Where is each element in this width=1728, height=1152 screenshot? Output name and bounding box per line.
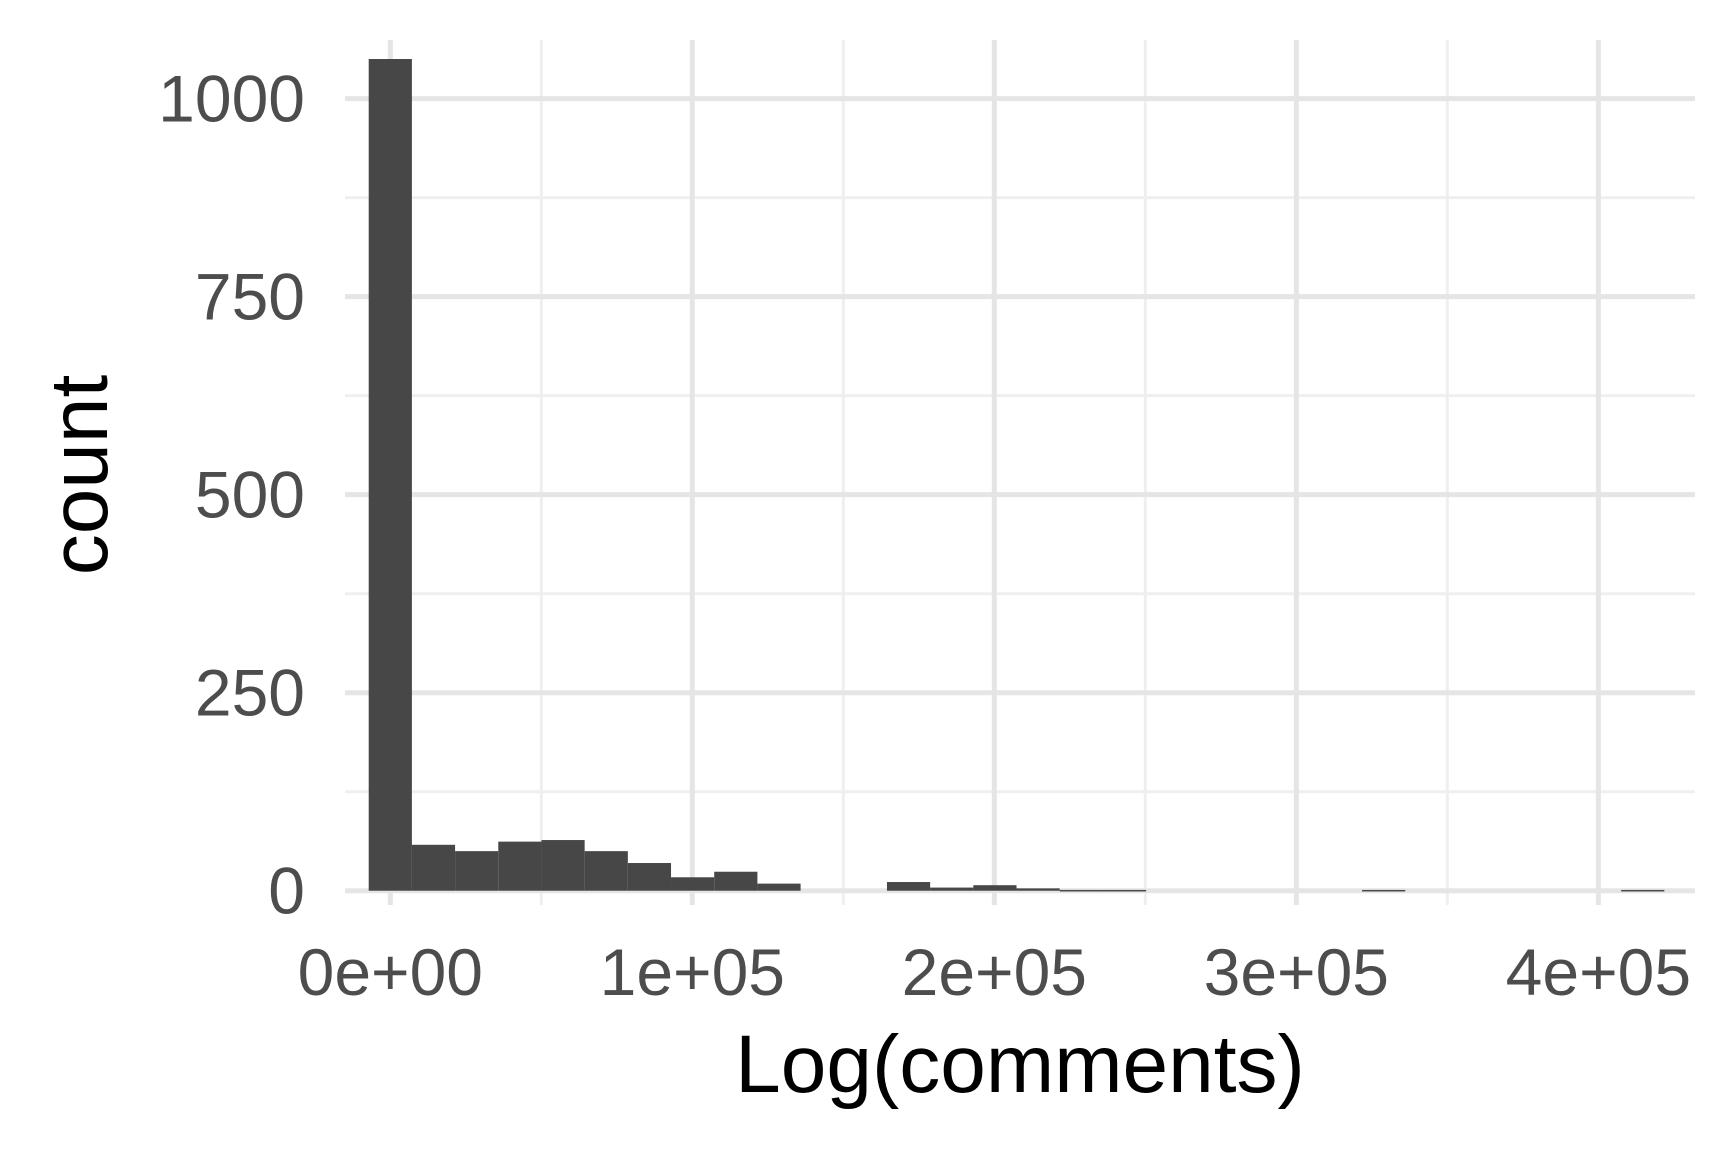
histogram-bar	[541, 840, 585, 891]
y-tick-label: 750	[195, 260, 305, 334]
histogram-bar	[1362, 889, 1406, 892]
histogram-bar	[498, 841, 542, 891]
x-tick-label: 0e+00	[298, 935, 483, 1009]
histogram-bar	[411, 844, 456, 891]
x-tick-label: 3e+05	[1204, 935, 1389, 1009]
histogram-bar	[973, 885, 1017, 891]
histogram-bar	[930, 887, 974, 891]
y-tick-label: 0	[268, 854, 305, 928]
histogram-bar	[1016, 888, 1060, 891]
major-gridlines	[345, 40, 1695, 905]
histogram-bar	[1059, 889, 1103, 892]
histogram-bars	[368, 59, 1665, 892]
x-tick-label: 1e+05	[600, 935, 785, 1009]
x-axis-tick-labels: 0e+00 1e+05 2e+05 3e+05 4e+05	[298, 935, 1691, 1009]
histogram-bar	[627, 863, 672, 891]
x-tick-label: 2e+05	[902, 935, 1087, 1009]
histogram-bar	[886, 882, 931, 891]
y-tick-label: 250	[195, 656, 305, 730]
y-axis-title: count	[34, 374, 125, 575]
y-tick-label: 1000	[158, 62, 305, 136]
y-axis-tick-labels: 0 250 500 750 1000	[158, 62, 305, 928]
histogram-bar	[1102, 889, 1147, 892]
minor-gridlines	[345, 40, 1695, 905]
histogram-bar	[714, 871, 758, 891]
histogram-bar	[455, 851, 499, 891]
histogram-bar	[1621, 889, 1665, 892]
histogram-bar	[757, 883, 801, 891]
histogram-bar	[368, 59, 412, 891]
x-axis-title: Log(comments)	[735, 1019, 1305, 1110]
histogram-bar	[584, 851, 628, 891]
y-tick-label: 500	[195, 458, 305, 532]
histogram-bar	[671, 877, 715, 891]
x-tick-label: 4e+05	[1506, 935, 1691, 1009]
